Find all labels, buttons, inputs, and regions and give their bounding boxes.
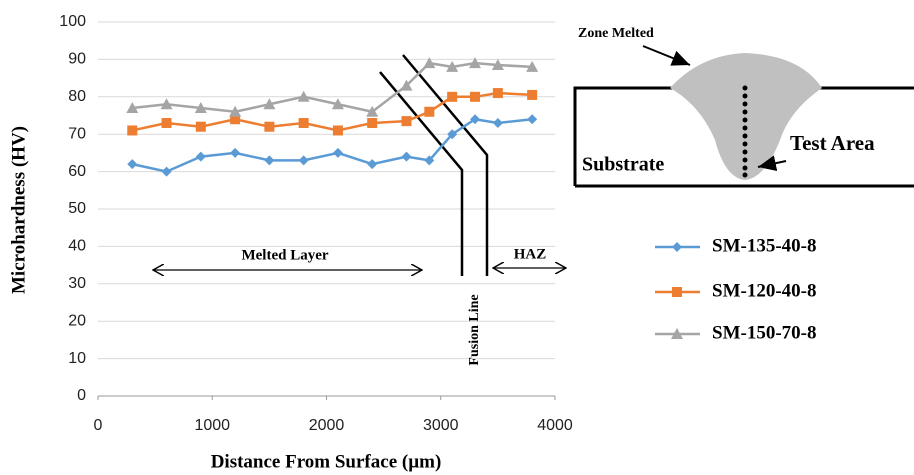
legend-marker bbox=[672, 287, 682, 297]
legend-label: SM-150-70-8 bbox=[712, 322, 816, 343]
y-tick-label: 70 bbox=[68, 125, 86, 142]
marker bbox=[126, 102, 139, 114]
y-tick-label: 40 bbox=[68, 238, 86, 255]
legend-marker bbox=[671, 328, 683, 339]
marker bbox=[160, 98, 173, 110]
y-tick-label: 60 bbox=[68, 163, 86, 180]
x-tick-label: 0 bbox=[94, 417, 103, 434]
y-tick-label: 90 bbox=[68, 51, 86, 68]
annotation: Zone Melted bbox=[578, 26, 654, 41]
marker bbox=[527, 89, 538, 100]
y-tick-label: 10 bbox=[68, 350, 86, 367]
x-tick-label: 2000 bbox=[309, 417, 345, 434]
annotation: Test Area bbox=[790, 131, 875, 155]
marker bbox=[446, 60, 459, 72]
marker bbox=[230, 147, 241, 158]
marker bbox=[424, 155, 435, 166]
marker bbox=[447, 91, 458, 102]
series-line bbox=[132, 117, 533, 173]
marker bbox=[229, 105, 242, 117]
legend-marker bbox=[672, 242, 682, 252]
marker bbox=[367, 117, 378, 128]
marker bbox=[527, 114, 538, 125]
marker bbox=[470, 91, 481, 102]
annotation: Fusion Line bbox=[467, 294, 482, 365]
marker bbox=[127, 125, 138, 136]
marker bbox=[447, 129, 458, 140]
y-tick-label: 30 bbox=[68, 275, 86, 292]
marker bbox=[127, 159, 138, 170]
marker bbox=[331, 98, 344, 110]
y-tick-label: 20 bbox=[68, 312, 86, 329]
marker bbox=[332, 147, 343, 158]
y-tick-label: 80 bbox=[68, 88, 86, 105]
marker bbox=[366, 105, 379, 117]
marker bbox=[492, 117, 503, 128]
legend-label: SM-135-40-8 bbox=[712, 235, 816, 256]
marker bbox=[230, 114, 241, 125]
marker bbox=[297, 90, 310, 102]
annotation: Melted Layer bbox=[241, 247, 328, 263]
y-axis-label: Microhardness (HV) bbox=[8, 126, 29, 294]
marker bbox=[264, 121, 275, 132]
marker bbox=[263, 98, 276, 110]
marker bbox=[194, 102, 207, 114]
marker bbox=[400, 79, 413, 91]
marker bbox=[264, 155, 275, 166]
marker bbox=[298, 117, 309, 128]
annotation: Substrate bbox=[582, 154, 664, 176]
x-axis-label: Distance From Surface (µm) bbox=[211, 451, 442, 472]
grid bbox=[98, 21, 555, 397]
marker bbox=[161, 117, 172, 128]
marker bbox=[492, 88, 503, 99]
marker bbox=[401, 151, 412, 162]
marker bbox=[367, 159, 378, 170]
marker bbox=[195, 121, 206, 132]
series-line bbox=[132, 61, 533, 114]
marker bbox=[423, 57, 436, 69]
legend-label: SM-120-40-8 bbox=[712, 280, 816, 301]
inset-diagram bbox=[573, 45, 914, 188]
marker bbox=[491, 59, 504, 71]
marker bbox=[298, 155, 309, 166]
marker bbox=[161, 166, 172, 177]
marker bbox=[469, 57, 482, 69]
marker bbox=[470, 114, 481, 125]
marker bbox=[401, 116, 412, 127]
x-tick-label: 1000 bbox=[194, 417, 230, 434]
y-tick-label: 50 bbox=[68, 200, 86, 217]
x-tick-label: 4000 bbox=[537, 417, 573, 434]
fusion-lines bbox=[379, 54, 489, 276]
marker bbox=[332, 125, 343, 136]
y-tick-label: 100 bbox=[59, 13, 86, 30]
marker bbox=[195, 151, 206, 162]
annotation: HAZ bbox=[514, 246, 547, 262]
marker bbox=[526, 60, 539, 72]
y-tick-label: 0 bbox=[77, 387, 86, 404]
x-tick-label: 3000 bbox=[423, 417, 459, 434]
marker bbox=[424, 106, 435, 117]
